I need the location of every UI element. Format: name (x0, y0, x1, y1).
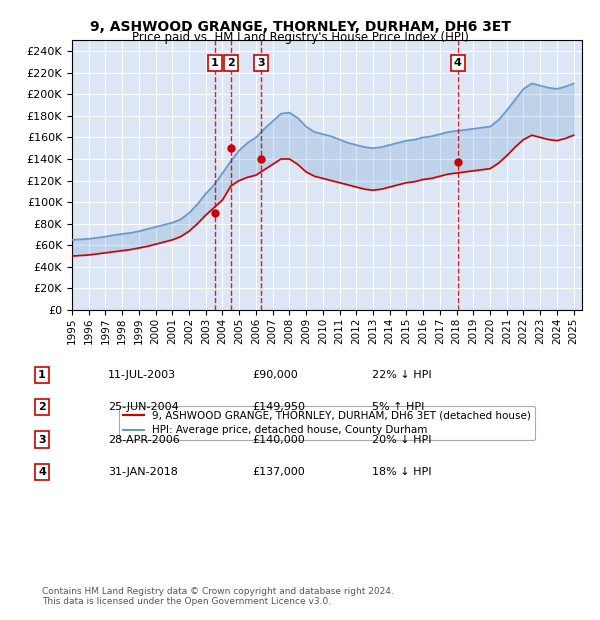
Text: 1: 1 (38, 370, 46, 380)
Text: 4: 4 (38, 467, 46, 477)
Text: 18% ↓ HPI: 18% ↓ HPI (372, 467, 431, 477)
Text: £137,000: £137,000 (252, 467, 305, 477)
Text: £90,000: £90,000 (252, 370, 298, 380)
Text: 31-JAN-2018: 31-JAN-2018 (108, 467, 178, 477)
Text: 3: 3 (38, 435, 46, 445)
Text: 9, ASHWOOD GRANGE, THORNLEY, DURHAM, DH6 3ET: 9, ASHWOOD GRANGE, THORNLEY, DURHAM, DH6… (89, 20, 511, 34)
Text: Contains HM Land Registry data © Crown copyright and database right 2024.
This d: Contains HM Land Registry data © Crown c… (42, 587, 394, 606)
Text: £140,000: £140,000 (252, 435, 305, 445)
Text: 28-APR-2006: 28-APR-2006 (108, 435, 180, 445)
Text: 22% ↓ HPI: 22% ↓ HPI (372, 370, 431, 380)
Text: 11-JUL-2003: 11-JUL-2003 (108, 370, 176, 380)
Text: 3: 3 (257, 58, 265, 68)
Text: 1: 1 (211, 58, 218, 68)
Text: 5% ↑ HPI: 5% ↑ HPI (372, 402, 424, 412)
Text: 20% ↓ HPI: 20% ↓ HPI (372, 435, 431, 445)
Text: 2: 2 (227, 58, 235, 68)
Text: £149,950: £149,950 (252, 402, 305, 412)
Text: Price paid vs. HM Land Registry's House Price Index (HPI): Price paid vs. HM Land Registry's House … (131, 31, 469, 44)
Legend: 9, ASHWOOD GRANGE, THORNLEY, DURHAM, DH6 3ET (detached house), HPI: Average pric: 9, ASHWOOD GRANGE, THORNLEY, DURHAM, DH6… (119, 406, 535, 440)
Text: 4: 4 (454, 58, 462, 68)
Text: 25-JUN-2004: 25-JUN-2004 (108, 402, 179, 412)
Text: 2: 2 (38, 402, 46, 412)
